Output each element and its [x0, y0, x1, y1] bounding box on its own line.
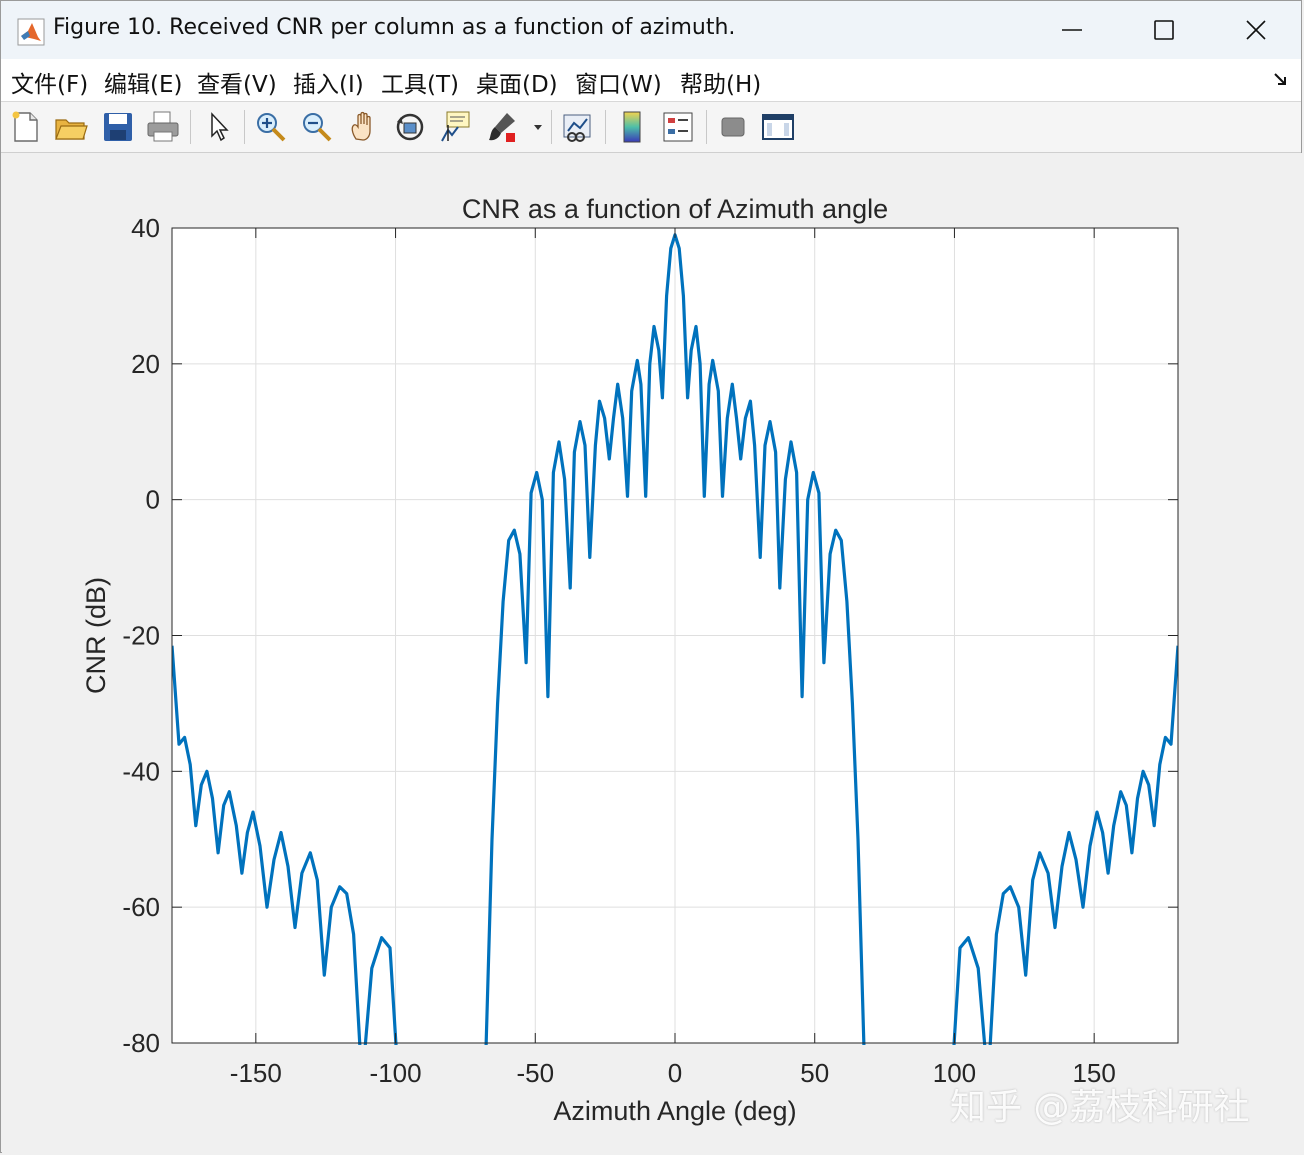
new-figure-icon[interactable]	[8, 109, 44, 145]
x-tick-label: 100	[933, 1058, 976, 1088]
save-icon[interactable]	[100, 109, 136, 145]
menu-desktop[interactable]: 桌面(D)	[476, 72, 558, 98]
maximize-button[interactable]	[1141, 9, 1187, 51]
minimize-icon	[1062, 29, 1082, 31]
y-tick-label: 0	[146, 485, 160, 515]
dock-arrow-icon[interactable]	[1273, 71, 1289, 87]
open-file-icon[interactable]	[53, 109, 89, 145]
window-title: Figure 10. Received CNR per column as a …	[53, 15, 736, 40]
brush-icon[interactable]	[485, 109, 521, 145]
title-bar: Figure 10. Received CNR per column as a …	[1, 1, 1301, 59]
menu-insert[interactable]: 插入(I)	[293, 72, 364, 98]
toolbar-separator	[706, 110, 707, 144]
menu-view[interactable]: 查看(V)	[197, 72, 277, 98]
toolbar	[1, 102, 1301, 153]
menu-edit[interactable]: 编辑(E)	[104, 72, 183, 98]
y-tick-label: -40	[122, 756, 160, 786]
zoom-out-icon[interactable]	[299, 109, 335, 145]
menu-window[interactable]: 窗口(W)	[575, 72, 662, 98]
x-tick-label: -100	[370, 1058, 422, 1088]
x-tick-label: 50	[800, 1058, 829, 1088]
zoom-in-icon[interactable]	[253, 109, 289, 145]
menu-help[interactable]: 帮助(H)	[680, 72, 762, 98]
data-cursor-icon[interactable]	[438, 109, 474, 145]
menu-file[interactable]: 文件(F)	[11, 72, 89, 98]
y-tick-label: -80	[122, 1028, 160, 1058]
ticks: -150 -100 -50 0 50 100 150 -80 -60 -40 -20 0 20 40	[122, 213, 1178, 1088]
chart: -150 -100 -50 0 50 100 150 -80 -60 -40 -20 0 20 40 CN…	[81, 194, 1179, 1126]
link-plot-icon[interactable]	[560, 109, 596, 145]
rotate-3d-icon[interactable]	[392, 109, 428, 145]
toolbar-separator	[244, 110, 245, 144]
close-button[interactable]	[1233, 9, 1279, 51]
hide-plot-tools-icon[interactable]	[715, 109, 751, 145]
y-tick-label: 40	[131, 213, 160, 243]
pan-hand-icon[interactable]	[346, 109, 382, 145]
print-icon[interactable]	[145, 109, 181, 145]
x-tick-label: 150	[1072, 1058, 1115, 1088]
grid	[172, 227, 1178, 1044]
toolbar-separator	[605, 110, 606, 144]
chart-title: CNR as a function of Azimuth angle	[462, 194, 888, 224]
watermark: 知乎 @荔枝科研社	[950, 1087, 1250, 1128]
x-tick-label: -50	[516, 1058, 554, 1088]
close-icon	[1246, 20, 1266, 40]
x-axis-label: Azimuth Angle (deg)	[553, 1096, 796, 1126]
maximize-icon	[1154, 20, 1174, 40]
matlab-logo-icon	[17, 18, 45, 46]
menu-bar: 文件(F) 编辑(E) 查看(V) 插入(I) 工具(T) 桌面(D) 窗口(W…	[1, 59, 1301, 102]
x-tick-label: -150	[230, 1058, 282, 1088]
toolbar-separator	[190, 110, 191, 144]
show-plot-tools-icon[interactable]	[760, 109, 796, 145]
y-tick-label: -20	[122, 621, 160, 651]
y-axis-label: CNR (dB)	[81, 577, 111, 694]
pointer-icon[interactable]	[201, 109, 237, 145]
x-tick-label: 0	[668, 1058, 682, 1088]
y-tick-label: 20	[131, 349, 160, 379]
toolbar-separator	[551, 110, 552, 144]
colorbar-icon[interactable]	[614, 109, 650, 145]
minimize-button[interactable]	[1049, 9, 1095, 51]
y-tick-label: -60	[122, 892, 160, 922]
chevron-down-icon[interactable]	[531, 109, 545, 145]
menu-tools[interactable]: 工具(T)	[381, 72, 459, 98]
legend-icon[interactable]	[660, 109, 696, 145]
